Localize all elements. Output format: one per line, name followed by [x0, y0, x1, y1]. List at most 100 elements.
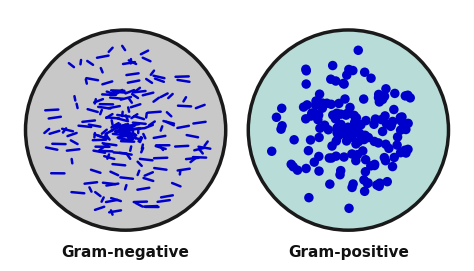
- Ellipse shape: [334, 122, 343, 131]
- Ellipse shape: [369, 120, 379, 129]
- Ellipse shape: [339, 152, 349, 162]
- Ellipse shape: [327, 153, 337, 163]
- Ellipse shape: [360, 67, 369, 77]
- Ellipse shape: [314, 110, 323, 120]
- Ellipse shape: [332, 108, 342, 118]
- Ellipse shape: [334, 99, 344, 108]
- Ellipse shape: [384, 144, 393, 153]
- Ellipse shape: [372, 180, 382, 190]
- Ellipse shape: [390, 153, 399, 162]
- Ellipse shape: [347, 183, 357, 192]
- Ellipse shape: [388, 117, 397, 126]
- Ellipse shape: [403, 119, 413, 128]
- Ellipse shape: [325, 153, 334, 163]
- Ellipse shape: [304, 146, 313, 155]
- Ellipse shape: [374, 93, 383, 102]
- Ellipse shape: [343, 127, 353, 136]
- Ellipse shape: [374, 90, 383, 99]
- Ellipse shape: [349, 111, 359, 120]
- Ellipse shape: [314, 133, 324, 142]
- Ellipse shape: [392, 140, 402, 150]
- Ellipse shape: [361, 116, 371, 125]
- Ellipse shape: [366, 161, 375, 171]
- Ellipse shape: [386, 121, 396, 130]
- Ellipse shape: [290, 135, 299, 144]
- Ellipse shape: [352, 113, 361, 123]
- Ellipse shape: [348, 129, 358, 138]
- Ellipse shape: [387, 119, 396, 128]
- Ellipse shape: [314, 99, 324, 109]
- Ellipse shape: [354, 128, 364, 137]
- Ellipse shape: [331, 114, 340, 124]
- Ellipse shape: [334, 125, 343, 135]
- Ellipse shape: [350, 118, 359, 127]
- Ellipse shape: [371, 114, 380, 124]
- Ellipse shape: [342, 109, 352, 118]
- Ellipse shape: [347, 133, 356, 142]
- Ellipse shape: [388, 162, 397, 171]
- Ellipse shape: [401, 148, 410, 158]
- Ellipse shape: [401, 125, 410, 134]
- Ellipse shape: [302, 100, 312, 109]
- Ellipse shape: [382, 119, 391, 129]
- Ellipse shape: [351, 120, 360, 129]
- Ellipse shape: [267, 147, 276, 156]
- Ellipse shape: [351, 156, 361, 165]
- Ellipse shape: [347, 149, 356, 159]
- Ellipse shape: [366, 73, 376, 83]
- Ellipse shape: [370, 161, 379, 170]
- Ellipse shape: [339, 79, 349, 89]
- Ellipse shape: [306, 135, 315, 145]
- Ellipse shape: [354, 137, 364, 146]
- Ellipse shape: [381, 156, 390, 165]
- Ellipse shape: [356, 120, 365, 130]
- Ellipse shape: [336, 109, 346, 119]
- Ellipse shape: [348, 179, 358, 189]
- Ellipse shape: [358, 146, 367, 156]
- Ellipse shape: [405, 93, 415, 103]
- Ellipse shape: [378, 95, 387, 104]
- Ellipse shape: [361, 167, 370, 176]
- Ellipse shape: [361, 155, 370, 164]
- Ellipse shape: [332, 123, 342, 133]
- Ellipse shape: [342, 70, 352, 80]
- Ellipse shape: [344, 127, 353, 137]
- Ellipse shape: [276, 124, 286, 134]
- Ellipse shape: [336, 166, 346, 175]
- Ellipse shape: [301, 164, 311, 173]
- Ellipse shape: [359, 175, 369, 185]
- Ellipse shape: [344, 204, 354, 213]
- Ellipse shape: [326, 75, 336, 84]
- Ellipse shape: [330, 111, 339, 120]
- Ellipse shape: [277, 104, 286, 113]
- Ellipse shape: [334, 131, 343, 141]
- Ellipse shape: [341, 128, 350, 138]
- Ellipse shape: [320, 121, 329, 130]
- Ellipse shape: [380, 111, 390, 121]
- Ellipse shape: [327, 141, 337, 151]
- Ellipse shape: [340, 128, 350, 138]
- Ellipse shape: [248, 30, 448, 230]
- Ellipse shape: [358, 134, 368, 144]
- Ellipse shape: [310, 108, 319, 118]
- Ellipse shape: [349, 126, 358, 135]
- Ellipse shape: [360, 186, 369, 196]
- Ellipse shape: [400, 146, 410, 155]
- Ellipse shape: [301, 66, 311, 76]
- Ellipse shape: [363, 179, 372, 188]
- Ellipse shape: [363, 178, 373, 188]
- Ellipse shape: [353, 150, 362, 159]
- Ellipse shape: [374, 138, 383, 148]
- Ellipse shape: [345, 127, 354, 137]
- Ellipse shape: [324, 125, 333, 134]
- Ellipse shape: [357, 134, 367, 143]
- Ellipse shape: [307, 108, 317, 118]
- Ellipse shape: [286, 160, 296, 169]
- Ellipse shape: [338, 79, 348, 88]
- Ellipse shape: [344, 65, 354, 74]
- Ellipse shape: [344, 108, 353, 118]
- Ellipse shape: [277, 121, 287, 131]
- Ellipse shape: [378, 127, 387, 136]
- Ellipse shape: [353, 119, 363, 128]
- Ellipse shape: [386, 122, 395, 131]
